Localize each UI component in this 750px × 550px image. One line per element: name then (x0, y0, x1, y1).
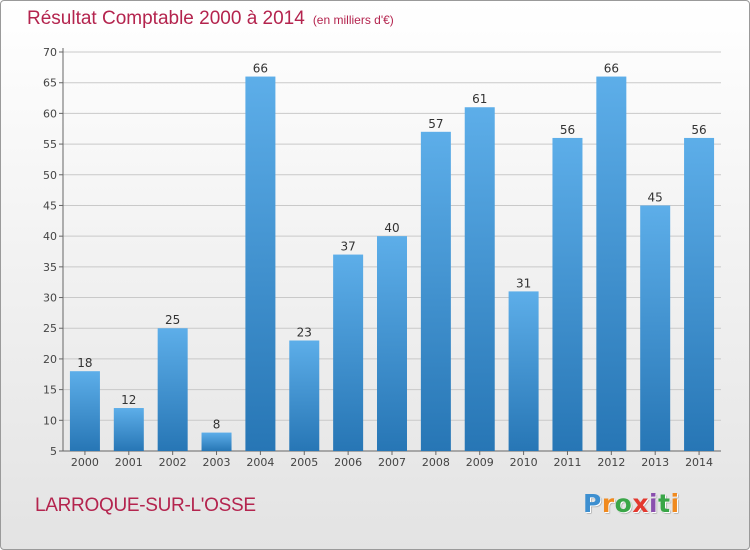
x-tick-label: 2014 (685, 456, 713, 469)
bar-2002 (157, 328, 188, 451)
bar-value-label: 61 (472, 92, 487, 106)
y-tick-label: 35 (43, 261, 57, 274)
x-tick-label: 2002 (159, 456, 187, 469)
x-tick-label: 2012 (597, 456, 625, 469)
bar-2006 (333, 254, 364, 451)
bar-2014 (684, 137, 715, 451)
bar-value-label: 57 (428, 117, 443, 131)
bar-value-label: 66 (253, 62, 268, 76)
bar-2008 (420, 131, 451, 452)
bar-value-label: 37 (340, 240, 355, 254)
x-tick-label: 2013 (641, 456, 669, 469)
x-tick-label: 2010 (510, 456, 538, 469)
bar-value-label: 56 (691, 123, 706, 137)
y-tick-label: 20 (43, 353, 57, 366)
y-tick-label: 40 (43, 230, 57, 243)
x-tick-label: 2009 (466, 456, 494, 469)
y-tick-label: 70 (43, 46, 57, 59)
bar-value-label: 40 (384, 221, 399, 235)
bar-value-label: 8 (213, 418, 221, 432)
x-tick-label: 2011 (553, 456, 581, 469)
y-tick-label: 60 (43, 107, 57, 120)
bar-2010 (508, 291, 539, 451)
proxiti-logo[interactable]: Proxiti (583, 489, 680, 518)
x-tick-label: 2005 (290, 456, 318, 469)
y-tick-label: 10 (43, 414, 57, 427)
bar-value-label: 66 (604, 62, 619, 76)
bar-value-label: 12 (121, 393, 136, 407)
y-tick-label: 30 (43, 292, 57, 305)
bar-2007 (377, 236, 407, 451)
x-tick-label: 2003 (203, 456, 231, 469)
bar-2003 (201, 432, 232, 451)
bar-value-label: 23 (297, 326, 312, 340)
bar-value-label: 56 (560, 123, 575, 137)
bar-2005 (289, 340, 320, 451)
bar-value-label: 45 (648, 190, 663, 204)
bar-value-label: 25 (165, 313, 180, 327)
chart-subtitle: (en milliers d'€) (312, 13, 394, 27)
bar-2013 (640, 205, 671, 451)
y-tick-label: 5 (50, 445, 57, 458)
bar-2012 (596, 76, 627, 452)
y-tick-label: 25 (43, 322, 57, 335)
x-tick-label: 2006 (334, 456, 362, 469)
chart-title: Résultat Comptable 2000 à 2014 (en millie… (27, 8, 394, 30)
chart-title-text: Résultat Comptable 2000 à 2014 (27, 8, 305, 29)
labels: 2000 18 2001 12 2002 25 2003 8 2004 66 2005 23 2006 3… (71, 62, 713, 469)
x-tick-label: 2008 (422, 456, 450, 469)
x-tick-label: 2001 (115, 456, 143, 469)
commune-name: LARROQUE-SUR-L'OSSE (35, 495, 256, 516)
bar-2001 (113, 408, 144, 451)
y-tick-label: 55 (43, 138, 57, 151)
x-tick-label: 2004 (246, 456, 274, 469)
y-tick-label: 65 (43, 77, 57, 90)
bars (69, 76, 715, 452)
bar-2009 (464, 107, 495, 451)
y-tick-label: 50 (43, 169, 57, 182)
bar-2000 (69, 371, 100, 451)
x-tick-label: 2000 (71, 456, 99, 469)
bar-value-label: 31 (516, 276, 531, 290)
x-tick-label: 2007 (378, 456, 406, 469)
bar-2004 (245, 76, 276, 452)
bar-value-label: 18 (77, 356, 92, 370)
y-tick-label: 15 (43, 384, 57, 397)
bar-2011 (552, 137, 583, 451)
y-tick-label: 45 (43, 199, 57, 212)
